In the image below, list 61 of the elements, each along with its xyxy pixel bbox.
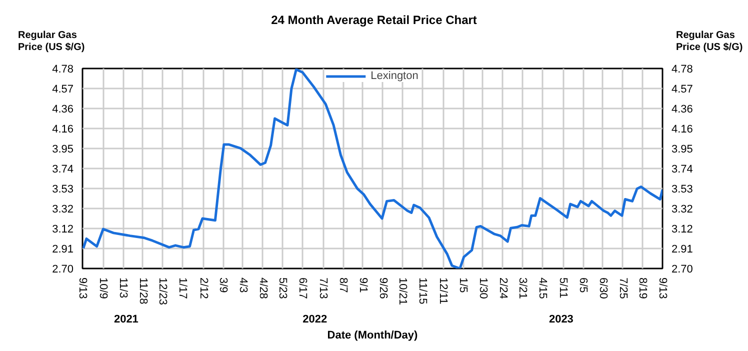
x-tick-label: 7/13	[317, 278, 330, 299]
x-tick-label: 6/17	[296, 278, 309, 299]
y2-tick-label: 4.36	[672, 104, 693, 116]
text: 2023	[548, 314, 574, 326]
x-tick-label: 8/7	[337, 278, 350, 293]
x-tick-label: 1/17	[176, 278, 189, 299]
x-tick-label: 2/24	[496, 278, 509, 299]
x-tick-label: 9/26	[376, 278, 389, 299]
x-tick-label: 9/1	[356, 278, 369, 293]
line-series	[82, 68, 662, 268]
x-axis-title: Date (Month/Day)	[327, 330, 418, 342]
y2-tick-label: 2.70	[672, 264, 693, 276]
text: 2022	[302, 314, 328, 326]
x-tick-label: 2/12	[197, 278, 210, 299]
y2-tick-label: 3.74	[672, 164, 693, 176]
x-tick-label: 11/28	[136, 278, 149, 304]
y-axis-title: Regular Gas Price (US $/G)	[18, 30, 85, 54]
y2-tick-label: 3.32	[672, 204, 693, 216]
y-tick-label: 2.91	[52, 244, 74, 256]
y2-tick-label: 4.16	[672, 124, 693, 136]
x-tick-label: 7/25	[616, 278, 629, 299]
x-tick-label: 9/13	[656, 278, 668, 299]
y2-tick-label: 3.53	[672, 184, 693, 196]
x-tick-label: 10/21	[396, 278, 409, 306]
y-tick-label: 4.16	[52, 124, 74, 136]
y2-tick-label: 3.95	[672, 144, 693, 156]
x-tick-label: 4/3	[236, 278, 249, 293]
y2-tick-label: 4.57	[672, 84, 693, 96]
text: 2021	[114, 314, 138, 326]
y2-axis-title: Regular Gas Price (US $/G)	[676, 30, 743, 54]
y2-tick-label: 4.78	[672, 64, 693, 76]
x-tick-label: 8/19	[636, 278, 649, 299]
y-tick-label: 4.57	[52, 84, 74, 96]
y-tick-label: 3.53	[52, 184, 74, 196]
x-tick-label: 11/15	[416, 278, 429, 304]
x-tick-label: 6/30	[596, 278, 609, 299]
legend-label: Lexington	[370, 70, 418, 82]
x-tick-label: 3/21	[516, 278, 529, 299]
chart-title: 24 Month Average Retail Price Chart	[270, 12, 478, 29]
y-tick-label: 4.78	[52, 64, 74, 76]
x-tick-label: 12/11	[437, 278, 450, 304]
x-tick-label: 4/15	[536, 278, 549, 299]
x-tick-label: 5/23	[276, 278, 289, 299]
y-tick-label: 3.74	[52, 164, 74, 176]
y-tick-label: 3.32	[52, 204, 74, 216]
x-tick-label: 12/23	[156, 278, 169, 306]
y-tick-label: 3.95	[52, 144, 74, 156]
x-tick-label: 5/11	[557, 278, 570, 298]
y-tick-label: 4.36	[52, 104, 74, 116]
x-tick-label: 1/30	[476, 278, 489, 299]
x-tick-label: 10/9	[97, 278, 110, 299]
y-tick-label: 2.70	[52, 264, 74, 276]
x-tick-label: 6/5	[577, 278, 590, 293]
x-tick-label: 4/28	[256, 278, 269, 299]
x-tick-label: 3/9	[217, 278, 230, 293]
x-tick-label: 9/13	[76, 278, 88, 299]
x-tick-label: 1/5	[457, 278, 470, 293]
y-tick-label: 3.12	[52, 224, 74, 236]
x-tick-label: 11/3	[117, 278, 130, 298]
y2-tick-label: 3.12	[672, 224, 693, 236]
y2-tick-label: 2.91	[672, 244, 693, 256]
